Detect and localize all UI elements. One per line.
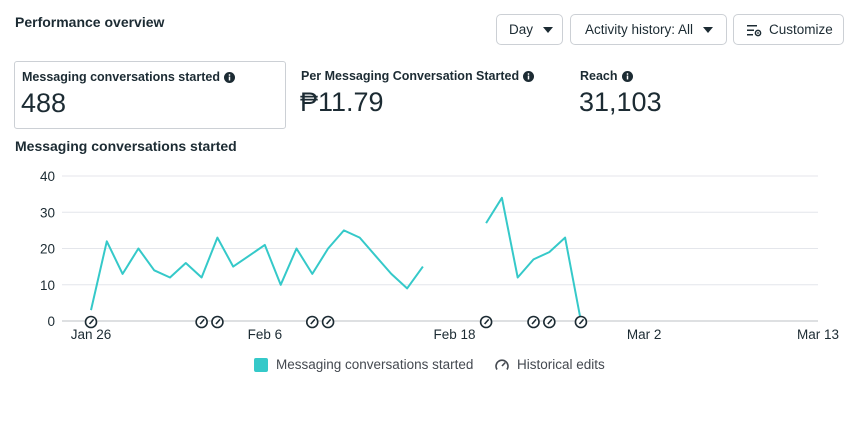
- series-line[interactable]: [90, 229, 424, 311]
- legend-item-series[interactable]: Messaging conversations started: [254, 357, 473, 372]
- historical-edit-marker[interactable]: [574, 315, 588, 329]
- y-tick-label: 10: [40, 278, 55, 293]
- historical-edit-marker[interactable]: [543, 315, 556, 329]
- day-dropdown[interactable]: Day: [496, 14, 563, 45]
- page-title: Performance overview: [15, 14, 165, 30]
- metric-value: 488: [21, 88, 67, 118]
- metric-value: ₱11.79: [300, 87, 384, 117]
- legend-label: Messaging conversations started: [276, 357, 474, 372]
- info-icon[interactable]: [223, 71, 235, 83]
- historical-edit-marker[interactable]: [195, 315, 208, 329]
- x-tick-label: Feb 6: [248, 327, 283, 342]
- metric-value: 31,103: [579, 87, 662, 117]
- line-chart[interactable]: 0 10 20 30 40 Jan 26 Feb 6 Feb 18 Mar 2 Mar 13: [0, 160, 860, 360]
- info-icon[interactable]: [523, 70, 535, 82]
- x-tick-label: Mar 13: [797, 327, 839, 342]
- gauge-icon: [495, 358, 509, 370]
- activity-history-dropdown[interactable]: Activity history: All: [570, 14, 727, 45]
- y-tick-label: 0: [47, 314, 55, 329]
- historical-edit-marker[interactable]: [527, 315, 540, 329]
- legend-swatch: [254, 357, 268, 372]
- customize-icon: [747, 24, 762, 36]
- y-tick-label: 20: [40, 242, 55, 257]
- legend-label: Historical edits: [517, 357, 605, 372]
- legend-item-historical-edits[interactable]: Historical edits: [494, 357, 605, 372]
- info-icon[interactable]: [621, 70, 633, 82]
- metric-label: Per Messaging Conversation Started: [301, 69, 520, 83]
- historical-edit-marker[interactable]: [211, 315, 224, 329]
- activity-history-label: Activity history: All: [585, 22, 694, 37]
- customize-button[interactable]: Customize: [733, 14, 844, 45]
- x-tick-label: Jan 26: [71, 327, 112, 342]
- metric-card-messaging-conversations[interactable]: Messaging conversations started 488: [14, 61, 286, 129]
- metric-card-cost-per-conversation[interactable]: Per Messaging Conversation Started ₱11.7…: [294, 61, 564, 129]
- caret-down-icon: [543, 26, 554, 33]
- caret-down-icon: [703, 26, 714, 33]
- y-tick-label: 30: [40, 205, 55, 220]
- historical-edit-marker[interactable]: [84, 315, 98, 329]
- x-tick-label: Feb 18: [433, 327, 475, 342]
- metric-label: Reach: [580, 69, 618, 83]
- customize-label: Customize: [769, 22, 833, 37]
- day-dropdown-label: Day: [509, 22, 534, 37]
- metric-card-reach[interactable]: Reach 31,103: [573, 61, 773, 129]
- x-tick-label: Mar 2: [627, 327, 662, 342]
- historical-edit-marker[interactable]: [321, 315, 335, 329]
- historical-edit-marker[interactable]: [305, 315, 319, 329]
- metric-label: Messaging conversations started: [22, 70, 220, 84]
- y-tick-label: 40: [40, 169, 55, 184]
- historical-edit-marker[interactable]: [479, 315, 493, 329]
- chart-title: Messaging conversations started: [15, 138, 237, 154]
- series-line[interactable]: [485, 196, 582, 322]
